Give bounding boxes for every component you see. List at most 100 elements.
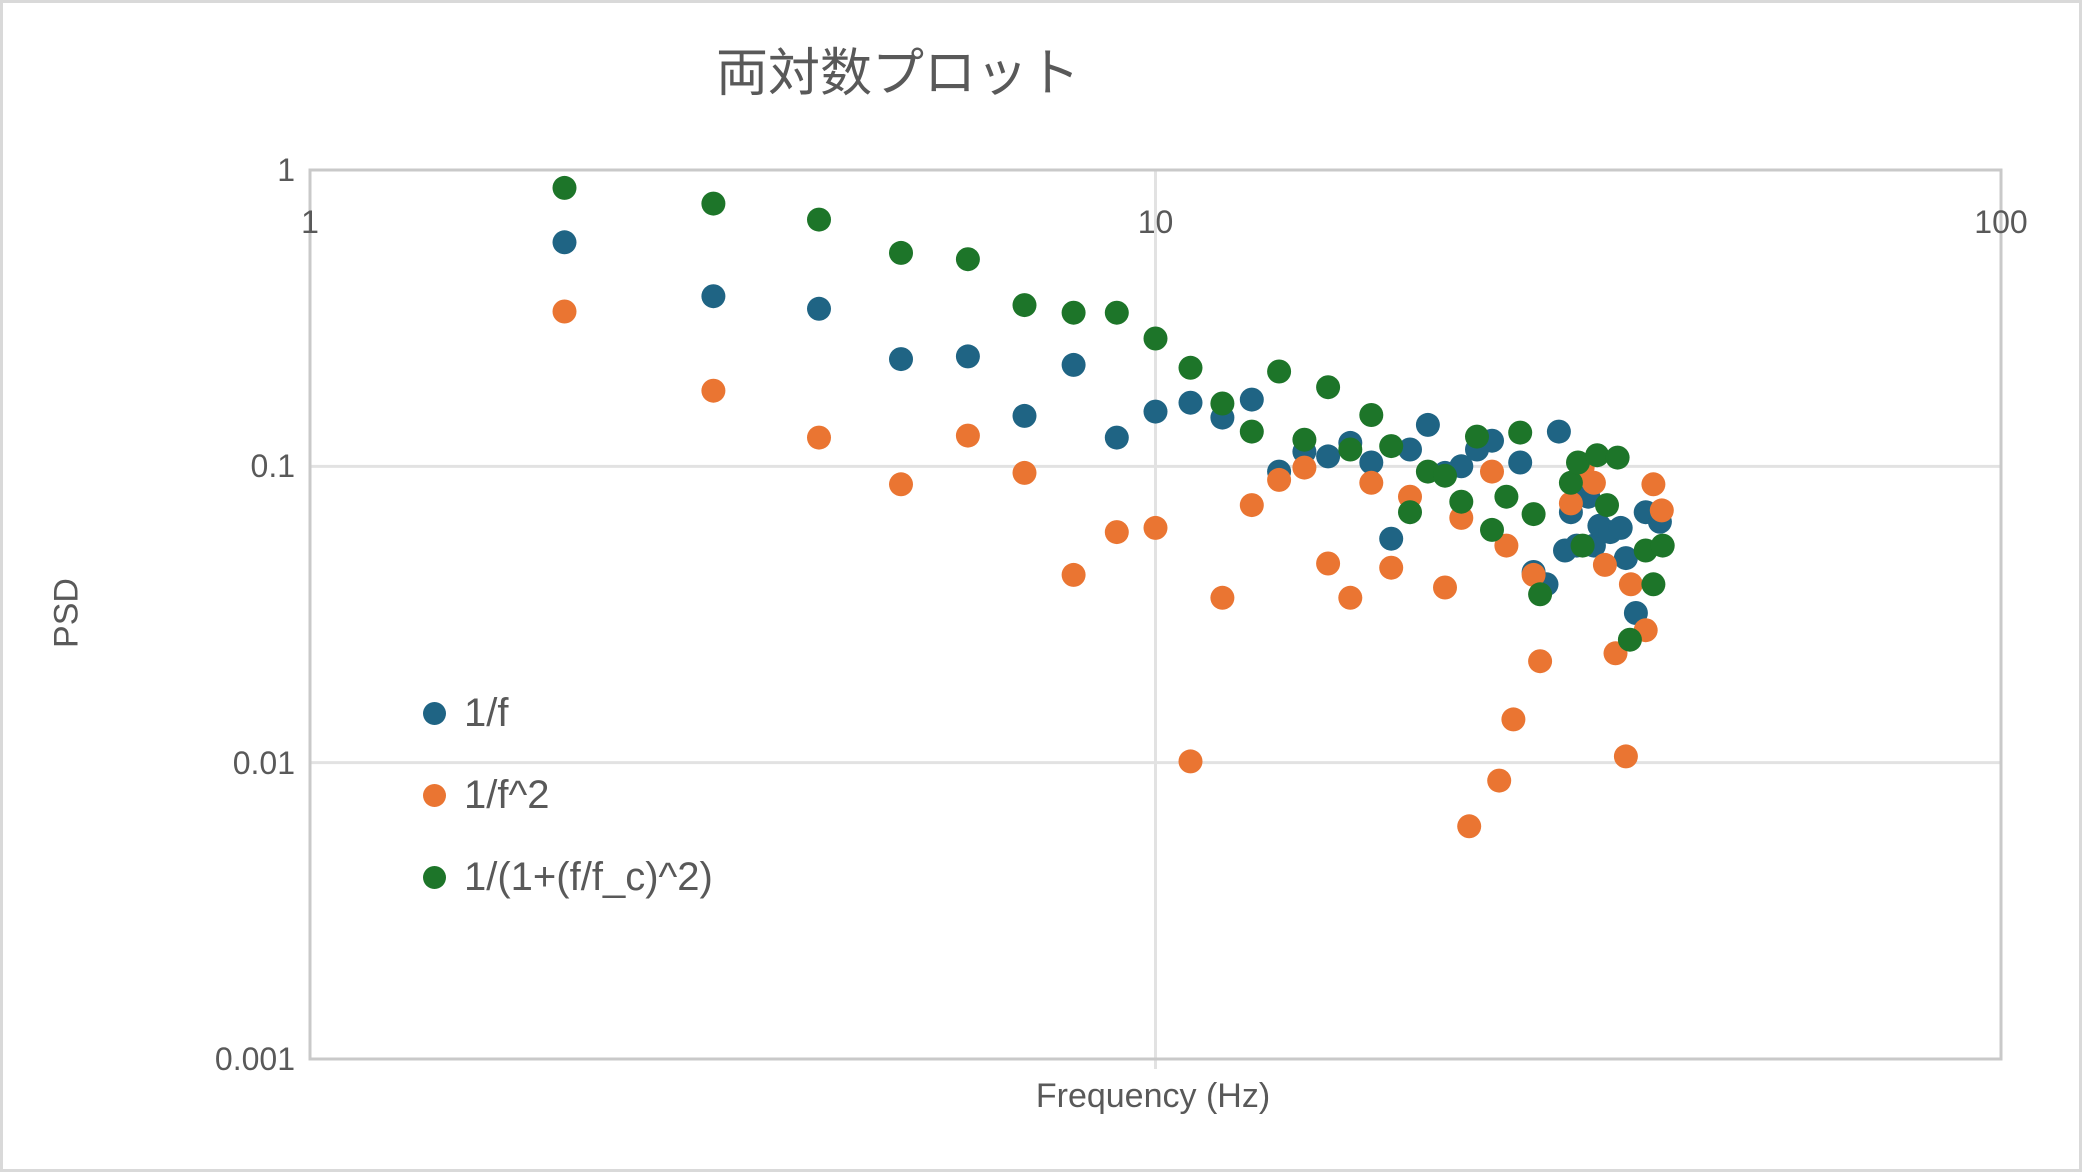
- data-point-series-2: [1359, 403, 1384, 427]
- data-point-series-2: [1566, 450, 1590, 475]
- data-point-series-2: [889, 240, 913, 265]
- data-point-series-1: [955, 423, 980, 448]
- data-point-series-2: [1494, 484, 1519, 509]
- data-point-series-2: [1398, 500, 1422, 525]
- legend: 1/f 1/f^2 1/(1+(f/f_c)^2): [423, 672, 713, 918]
- legend-item-lorentzian[interactable]: 1/(1+(f/f_c)^2): [423, 836, 713, 918]
- data-point-series-1: [1379, 555, 1404, 580]
- y-tick-label: 0.01: [232, 744, 295, 781]
- data-point-series-2: [1465, 424, 1489, 449]
- data-point-series-2: [1480, 517, 1504, 542]
- data-point-series-0: [1379, 526, 1404, 551]
- data-point-series-1: [1338, 585, 1363, 610]
- data-point-series-0: [1608, 515, 1633, 540]
- plot-border: [308, 168, 2003, 1061]
- x-tick-label: 10: [1137, 204, 1174, 240]
- data-point-series-2: [955, 247, 980, 272]
- data-point-series-1: [1267, 467, 1292, 492]
- data-point-series-0: [1415, 412, 1440, 437]
- data-point-series-1: [1316, 551, 1341, 576]
- data-point-series-0: [1546, 419, 1571, 444]
- legend-label: 1/f^2: [464, 772, 550, 817]
- data-point-series-0: [955, 344, 980, 369]
- data-point-series-2: [1210, 391, 1235, 416]
- data-point-series-1: [807, 425, 831, 450]
- data-point-series-2: [1143, 326, 1168, 351]
- data-point-series-0: [1178, 390, 1203, 415]
- data-point-series-2: [1449, 489, 1474, 514]
- data-point-series-2: [1595, 493, 1619, 518]
- data-point-series-0: [701, 284, 726, 309]
- data-point-series-1: [1143, 515, 1168, 540]
- x-tick-label: 1: [301, 204, 319, 240]
- data-point-series-0: [1359, 450, 1384, 475]
- y-tick-label: 1: [277, 152, 295, 188]
- data-point-series-2: [1292, 427, 1317, 452]
- data-point-series-2: [1061, 300, 1086, 325]
- data-point-series-2: [1585, 443, 1610, 468]
- legend-label: 1/f: [464, 690, 509, 735]
- data-point-series-1: [1433, 575, 1457, 600]
- y-tick-label: 0.1: [250, 448, 295, 485]
- data-point-series-2: [552, 175, 577, 200]
- data-point-series-1: [1487, 768, 1512, 793]
- data-point-series-0: [1398, 437, 1422, 462]
- data-point-series-0: [1012, 403, 1037, 428]
- data-point-series-2: [701, 191, 726, 216]
- data-point-series-1: [1649, 498, 1674, 523]
- data-point-series-2: [1528, 582, 1553, 607]
- data-point-series-1: [1178, 749, 1203, 774]
- data-point-series-2: [1316, 375, 1341, 400]
- data-point-series-0: [1104, 425, 1129, 450]
- data-point-series-2: [1508, 420, 1533, 445]
- data-point-series-2: [1433, 463, 1457, 488]
- data-point-series-1: [1104, 520, 1129, 545]
- data-point-series-1: [1521, 562, 1546, 587]
- data-point-series-2: [1641, 572, 1666, 597]
- data-point-series-1: [552, 299, 577, 324]
- data-point-series-1: [1558, 491, 1583, 516]
- data-point-series-2: [1104, 300, 1129, 325]
- data-point-series-2: [1521, 502, 1546, 527]
- data-point-series-1: [1359, 470, 1384, 495]
- legend-marker-orange-icon: [423, 783, 446, 807]
- data-point-series-1: [1210, 585, 1235, 610]
- data-point-series-1: [1641, 472, 1666, 497]
- data-point-series-2: [1558, 470, 1583, 495]
- chart-title: 両対数プロット: [715, 45, 1081, 103]
- data-point-series-1: [1501, 707, 1526, 732]
- data-point-series-0: [1239, 387, 1264, 412]
- data-point-series-1: [701, 378, 726, 403]
- data-point-series-1: [1618, 572, 1643, 597]
- data-point-series-2: [1617, 627, 1642, 652]
- data-point-series-1: [889, 472, 913, 497]
- x-tick-label: 100: [1974, 204, 2028, 240]
- data-point-series-1: [1613, 744, 1638, 769]
- data-point-series-0: [1508, 450, 1533, 475]
- data-point-series-0: [889, 347, 913, 372]
- data-point-series-1: [1012, 460, 1037, 485]
- data-point-series-0: [1061, 352, 1086, 377]
- data-point-series-2: [1267, 359, 1292, 384]
- data-point-series-1: [1061, 562, 1086, 587]
- data-point-series-0: [807, 296, 831, 321]
- legend-label: 1/(1+(f/f_c)^2): [464, 854, 713, 899]
- legend-item-1f2[interactable]: 1/f^2: [423, 754, 713, 836]
- data-point-series-0: [1613, 546, 1638, 571]
- data-point-series-1: [1292, 455, 1317, 480]
- data-point-series-1: [1494, 533, 1519, 558]
- data-point-series-2: [1239, 419, 1264, 444]
- data-point-series-2: [1012, 293, 1037, 318]
- legend-marker-green-icon: [423, 865, 446, 889]
- data-point-series-1: [1239, 493, 1264, 518]
- data-point-series-2: [1338, 437, 1363, 462]
- data-point-series-2: [1379, 434, 1404, 459]
- x-axis-title: Frequency (Hz): [1035, 1077, 1271, 1115]
- y-axis-title: PSD: [47, 578, 86, 648]
- data-point-series-1: [1457, 814, 1482, 839]
- legend-item-1f[interactable]: 1/f: [423, 672, 713, 754]
- data-point-series-1: [1581, 470, 1606, 495]
- data-point-series-2: [1605, 445, 1630, 470]
- plot-area: [308, 168, 2003, 1069]
